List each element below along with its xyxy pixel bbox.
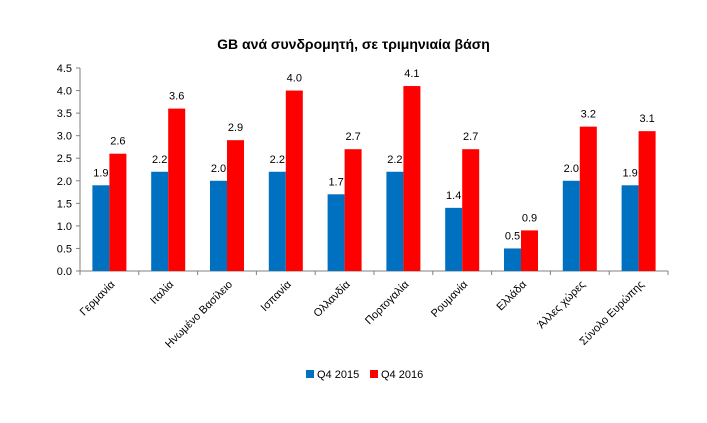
data-label: 2.7 — [345, 131, 360, 143]
data-label: 3.1 — [639, 113, 654, 125]
bar-q4-2015 — [504, 248, 521, 271]
legend-swatch — [306, 370, 314, 378]
data-label: 1.4 — [446, 190, 461, 202]
category-label: Ελλάδα — [494, 278, 529, 313]
y-tick-label: 0.5 — [57, 243, 72, 255]
category-label: Ρουμανία — [429, 278, 471, 320]
y-tick-label: 1.5 — [57, 198, 72, 210]
bar-q4-2015 — [210, 180, 227, 271]
bar-q4-2016 — [168, 108, 186, 271]
data-label: 0.9 — [522, 212, 537, 224]
bar-q4-2016 — [579, 126, 597, 272]
category-label: Γερμανία — [78, 278, 118, 318]
chart-title: GB ανά συνδρομητή, σε τριμηνιαία βάση — [217, 36, 490, 52]
bar-q4-2016 — [462, 149, 480, 271]
data-label: 1.9 — [93, 167, 108, 179]
bar-q4-2016 — [638, 131, 656, 271]
data-label: 3.6 — [169, 91, 184, 103]
y-tick-label: 2.5 — [57, 153, 72, 165]
bar-q4-2015 — [562, 180, 580, 271]
bar-q4-2015 — [151, 171, 169, 271]
bar-q4-2015 — [386, 171, 404, 271]
data-label: 2.6 — [110, 136, 125, 148]
y-tick-label: 1.0 — [57, 221, 72, 233]
y-tick-label: 0.0 — [57, 266, 72, 278]
bar-q4-2016 — [285, 90, 303, 271]
bar-q4-2016 — [109, 153, 127, 271]
legend-label: Q4 2016 — [381, 369, 423, 381]
bar-q4-2016 — [403, 86, 421, 272]
bar-q4-2015 — [327, 194, 345, 271]
data-label: 2.2 — [270, 154, 285, 166]
bar-q4-2016 — [521, 230, 538, 271]
category-label: Άλλες χώρες — [535, 279, 587, 331]
y-tick-label: 4.0 — [57, 86, 72, 98]
category-label: Ολλανδία — [312, 278, 354, 320]
bar-q4-2016 — [227, 140, 244, 271]
data-label: 1.7 — [328, 176, 343, 188]
bar-q4-2015 — [92, 185, 110, 271]
category-label: Σύνολο Ευρώπης — [578, 279, 647, 348]
data-label: 0.5 — [505, 230, 520, 242]
category-label: Πορτογαλία — [363, 278, 412, 327]
legend-label: Q4 2015 — [317, 369, 359, 381]
data-label: 2.0 — [564, 163, 579, 175]
data-label: 2.7 — [463, 131, 478, 143]
data-label: 1.9 — [622, 167, 637, 179]
bar-q4-2016 — [344, 149, 362, 271]
bar-q4-2015 — [621, 185, 639, 271]
data-label: 4.1 — [404, 68, 419, 80]
y-tick-label: 3.0 — [57, 131, 72, 143]
data-label: 3.2 — [581, 109, 596, 121]
legend-swatch — [370, 370, 378, 378]
bar-q4-2015 — [268, 171, 286, 271]
category-label: Ιταλία — [148, 278, 177, 307]
y-tick-label: 3.5 — [57, 108, 72, 120]
y-tick-label: 4.5 — [57, 63, 72, 75]
data-label: 4.0 — [287, 73, 302, 85]
y-tick-label: 2.0 — [57, 176, 72, 188]
data-label: 2.9 — [228, 122, 243, 134]
bar-q4-2015 — [445, 207, 463, 271]
category-label: Ισπανία — [259, 278, 295, 314]
data-label: 2.2 — [152, 154, 167, 166]
data-label: 2.2 — [387, 154, 402, 166]
data-label: 2.0 — [211, 163, 226, 175]
